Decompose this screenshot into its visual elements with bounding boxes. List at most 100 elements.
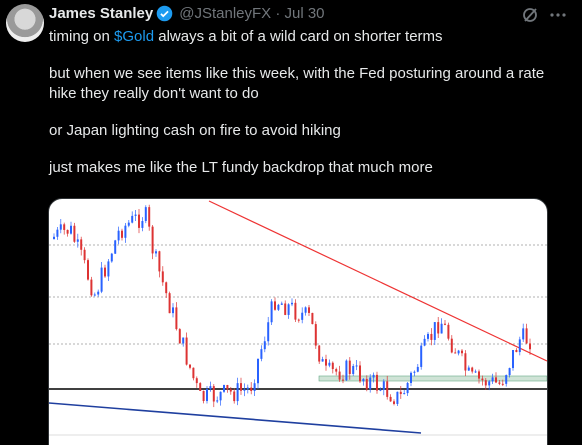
candle-body <box>440 323 443 334</box>
candle-body <box>192 367 195 379</box>
candle-body <box>270 301 273 323</box>
grok-icon[interactable] <box>523 8 537 22</box>
candle-body <box>185 337 188 365</box>
candle-body <box>148 207 151 227</box>
candle-body <box>399 391 402 395</box>
candle-body <box>461 350 463 354</box>
candle-body <box>212 386 215 402</box>
candle-body <box>114 240 117 254</box>
candle-body <box>467 367 470 371</box>
candle-body <box>216 400 219 402</box>
candle-body <box>331 362 334 370</box>
candle-body <box>87 260 89 280</box>
more-icon[interactable] <box>550 13 566 17</box>
candle-body <box>260 349 263 359</box>
candle-body <box>83 249 86 261</box>
candle-body <box>348 360 351 374</box>
candle-body <box>325 359 327 366</box>
candle-body <box>365 378 368 390</box>
candle-body <box>138 214 140 228</box>
candle-body <box>342 379 344 381</box>
candle-body <box>515 349 518 353</box>
candle-body <box>423 338 426 346</box>
candle-body <box>226 385 229 390</box>
candle-body <box>474 371 477 373</box>
candle-body <box>70 225 72 234</box>
candle-body <box>53 236 55 239</box>
tweet-paragraph: or Japan lighting cash on fire to avoid … <box>49 122 341 139</box>
candle-body <box>355 365 358 367</box>
tweet-text: timing on $Gold always a bit of a wild c… <box>49 27 549 195</box>
candle-body <box>359 365 361 382</box>
candle-body <box>314 324 317 346</box>
candle-body <box>76 239 79 242</box>
candle-body <box>195 378 198 384</box>
candle-body <box>277 304 280 310</box>
avatar[interactable] <box>6 4 44 42</box>
cashtag[interactable]: $Gold <box>114 28 155 45</box>
candle-body <box>386 381 389 397</box>
candle-body <box>382 381 385 390</box>
candle-body <box>410 372 412 383</box>
candle-body <box>144 207 147 222</box>
candle-body <box>338 371 341 380</box>
candle-body <box>352 365 355 374</box>
candle-body <box>495 377 497 383</box>
candle-body <box>488 381 491 386</box>
text: timing on <box>49 28 115 45</box>
author-name[interactable]: James Stanley <box>49 5 154 22</box>
candle-body <box>182 337 185 344</box>
candle-body <box>246 387 249 390</box>
candle-body <box>284 303 287 315</box>
candle-body <box>318 345 321 362</box>
candle-body <box>206 388 208 402</box>
candle-body <box>134 214 137 216</box>
candle-body <box>161 271 164 283</box>
candle-body <box>450 338 453 353</box>
candle-body <box>413 371 416 373</box>
candle-body <box>369 377 372 390</box>
header-icons <box>523 8 566 22</box>
author-meta[interactable]: @JStanleyFX · Jul 30 <box>179 5 325 22</box>
candle-body <box>379 389 382 391</box>
candle-body <box>280 303 283 305</box>
candle-body <box>158 251 161 272</box>
candle-body <box>56 229 59 237</box>
candle-body <box>508 368 511 376</box>
candle-body <box>165 282 168 294</box>
candle-body <box>155 251 157 254</box>
candle-body <box>345 360 348 381</box>
candle-body <box>287 304 290 315</box>
candle-body <box>250 387 253 392</box>
candle-body <box>518 339 521 353</box>
text: always a bit of a wild card on shorter t… <box>154 28 443 45</box>
candle-body <box>90 279 93 296</box>
candle-body <box>505 375 508 384</box>
verified-badge <box>156 5 173 22</box>
candle-body <box>498 382 501 384</box>
candle-body <box>117 230 120 241</box>
candle-body <box>202 390 205 402</box>
candle-body <box>151 226 154 254</box>
candle-body <box>121 230 123 238</box>
tweet-paragraph: but when we see items like this week, wi… <box>49 65 545 102</box>
candle-body <box>321 359 324 362</box>
candle-body <box>233 391 236 402</box>
candle-body <box>311 312 314 325</box>
candle-body <box>257 358 259 384</box>
candle-body <box>376 374 378 391</box>
tweet-line: timing on $Gold always a bit of a wild c… <box>49 27 549 47</box>
candle-body <box>420 345 423 367</box>
candle-body <box>447 324 450 339</box>
candle-body <box>501 383 504 385</box>
candle-body <box>308 307 310 313</box>
candle-body <box>127 222 130 226</box>
candle-body <box>403 393 406 395</box>
chart-image[interactable] <box>48 198 548 445</box>
candle-body <box>304 307 307 313</box>
candle-body <box>301 312 304 320</box>
chart-picture <box>49 200 547 436</box>
candle-body <box>396 391 399 404</box>
candle-body <box>172 307 174 314</box>
